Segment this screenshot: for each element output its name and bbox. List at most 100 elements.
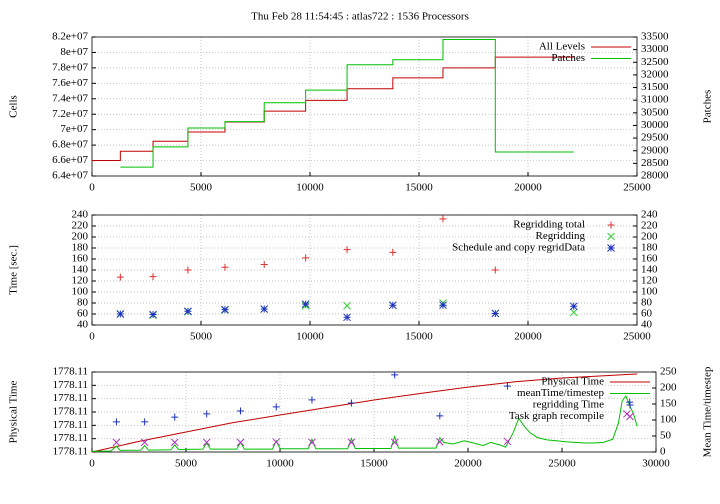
data-point — [170, 438, 179, 447]
data-point — [388, 301, 397, 310]
plot-border — [91, 371, 657, 453]
legend-swatch — [607, 244, 615, 252]
y-tick-label: 1778.11 — [53, 446, 88, 458]
y2-tick-label: 33500 — [641, 31, 669, 43]
series-line — [120, 39, 574, 168]
x-tick-label: 20000 — [514, 182, 542, 194]
data-point — [184, 266, 192, 274]
y2-tick-label: 150 — [660, 398, 677, 410]
y-tick-label: 7.8e+07 — [52, 61, 88, 73]
y2-tick-label: 29000 — [641, 144, 669, 156]
y2-axis-label: Patches — [702, 90, 714, 124]
x-tick-label: 5000 — [190, 331, 213, 343]
y-tick-label: 140 — [72, 264, 89, 276]
y2-tick-label: 200 — [660, 382, 677, 394]
y2-tick-label: 220 — [641, 220, 658, 232]
data-point — [491, 266, 499, 274]
y-tick-label: 1778.11 — [53, 366, 88, 378]
data-point — [260, 305, 269, 313]
y-tick-label: 8.2e+07 — [52, 31, 88, 43]
data-point — [491, 309, 500, 318]
x-tick-label: 5000 — [190, 182, 213, 194]
legend-swatch — [626, 401, 634, 409]
x-tick-label: 15000 — [405, 331, 433, 343]
data-point — [149, 273, 157, 281]
y-tick-label: 200 — [72, 231, 89, 243]
x-tick-label: 10000 — [296, 331, 324, 343]
y2-tick-label: 160 — [641, 253, 658, 265]
x-tick-label: 20000 — [514, 331, 542, 343]
y2-tick-label: 30500 — [641, 106, 669, 118]
y2-tick-label: 28000 — [641, 170, 669, 182]
legend-label: Physical Time — [541, 376, 604, 388]
data-point — [236, 438, 245, 447]
y-tick-label: 8e+07 — [60, 46, 88, 58]
data-point — [389, 248, 397, 256]
data-point — [260, 261, 268, 268]
legend-label: regridding Time — [533, 399, 604, 411]
x-tick-label: 25000 — [548, 458, 576, 470]
y2-tick-label: 33000 — [641, 43, 669, 55]
data-point — [436, 412, 444, 420]
y-tick-label: 160 — [72, 253, 89, 265]
data-point — [503, 382, 511, 390]
y-tick-label: 220 — [72, 220, 89, 232]
x-tick-label: 5000 — [175, 458, 198, 470]
x-tick-label: 10000 — [266, 458, 294, 470]
series-line — [91, 395, 638, 452]
y-tick-label: 7.6e+07 — [52, 77, 88, 89]
data-point — [112, 438, 121, 447]
y-tick-label: 6.6e+07 — [52, 154, 88, 166]
x-tick-label: 10000 — [296, 182, 324, 194]
data-point — [391, 371, 399, 379]
data-point — [112, 418, 120, 426]
y-tick-label: 100 — [72, 286, 89, 298]
legend-label: Regridding — [536, 230, 586, 242]
data-point — [116, 273, 124, 281]
x-tick-label: 15000 — [360, 458, 388, 470]
y-tick-label: 6.4e+07 — [52, 170, 88, 182]
data-point — [308, 438, 316, 447]
data-point — [439, 215, 447, 223]
x-tick-label: 25000 — [623, 331, 651, 343]
data-point — [569, 308, 578, 317]
y-tick-label: 7.2e+07 — [52, 108, 88, 120]
y-tick-label: 1778.11 — [53, 406, 88, 418]
y2-tick-label: 32500 — [641, 56, 669, 68]
y2-tick-label: 32000 — [641, 68, 669, 80]
data-point — [343, 313, 351, 322]
data-point — [116, 310, 125, 318]
data-point — [272, 438, 281, 446]
y2-tick-label: 140 — [641, 264, 658, 276]
y2-tick-label: 28500 — [641, 157, 669, 169]
data-point — [347, 399, 355, 407]
data-point — [343, 246, 351, 254]
x-tick-label: 20000 — [454, 458, 482, 470]
y2-tick-label: 0 — [660, 446, 666, 458]
legend-swatch — [607, 221, 615, 229]
data-point — [237, 407, 245, 415]
y2-tick-label: 100 — [641, 286, 658, 298]
legend-label: meanTime/timestep — [517, 387, 604, 399]
data-point — [184, 307, 192, 316]
legend-swatch — [607, 232, 615, 241]
y2-tick-label: 80 — [641, 297, 653, 309]
y2-tick-label: 100 — [660, 414, 677, 426]
legend-label: Regridding total — [513, 219, 585, 231]
y-tick-label: 40 — [77, 319, 89, 331]
data-point — [301, 300, 310, 308]
x-tick-label: 15000 — [405, 182, 433, 194]
legend-label: Patches — [551, 52, 585, 64]
y2-tick-label: 31500 — [641, 81, 669, 93]
y2-axis-label: Mean Time/timestep — [702, 366, 714, 457]
y-tick-label: 1778.11 — [53, 379, 88, 391]
data-point — [203, 410, 211, 418]
data-point — [347, 438, 356, 447]
x-tick-label: 30000 — [642, 458, 670, 470]
data-point — [202, 438, 211, 447]
data-point — [439, 301, 447, 310]
data-point — [343, 301, 351, 310]
y-tick-label: 1778.11 — [53, 392, 88, 404]
y2-tick-label: 31000 — [641, 94, 669, 106]
